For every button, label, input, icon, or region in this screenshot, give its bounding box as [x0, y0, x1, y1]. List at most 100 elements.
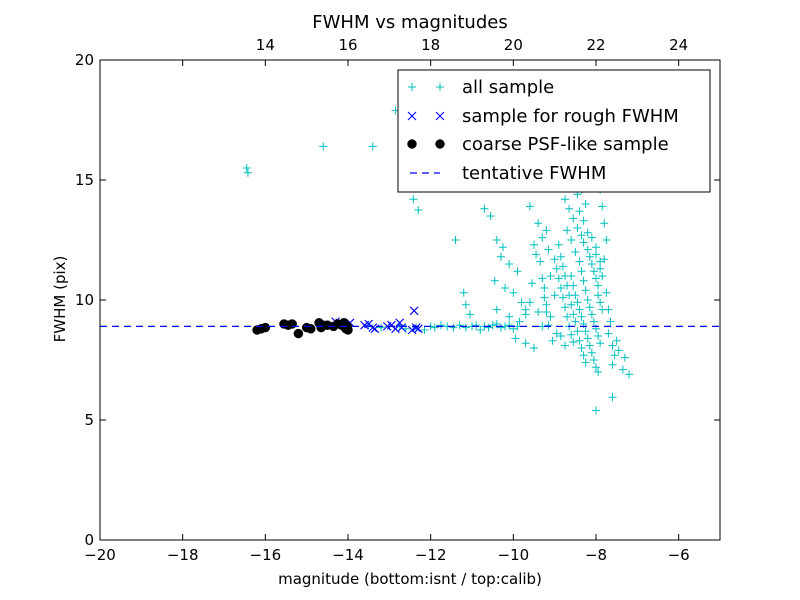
all-sample-point	[577, 344, 586, 352]
all-sample-point	[569, 310, 578, 319]
legend-marker	[435, 139, 445, 149]
all-sample-point	[561, 303, 569, 312]
all-sample-point	[521, 339, 530, 348]
all-sample-point	[550, 255, 559, 264]
all-sample-point	[509, 288, 518, 297]
all-sample-point	[575, 305, 584, 314]
legend-marker	[436, 83, 444, 91]
all-sample-point	[573, 327, 582, 336]
all-sample-point	[243, 168, 252, 177]
all-sample-point	[592, 250, 600, 259]
x-tick-label: −12	[415, 546, 447, 564]
all-sample-point	[579, 238, 588, 247]
all-sample-point	[579, 351, 588, 360]
all-sample-point	[538, 274, 547, 283]
all-sample-point	[592, 363, 600, 372]
all-sample-point	[579, 216, 588, 225]
all-sample-point	[319, 142, 328, 151]
all-sample-point	[596, 339, 605, 348]
all-sample-point	[571, 248, 580, 256]
rough-fwhm-point	[409, 306, 419, 316]
all-sample-point	[492, 236, 501, 244]
all-sample-point	[550, 291, 559, 300]
all-sample-point	[511, 334, 520, 343]
all-sample-point	[583, 334, 592, 343]
top-tick-label: 16	[338, 36, 357, 54]
rough-fwhm-point	[397, 323, 407, 332]
all-sample-point	[552, 329, 561, 338]
data-layer	[100, 99, 720, 415]
all-sample-point	[620, 353, 629, 362]
all-sample-point	[536, 257, 545, 266]
top-tick-label: 18	[421, 36, 440, 54]
all-sample-point	[409, 195, 418, 204]
legend-marker	[408, 83, 416, 91]
all-sample-point	[567, 236, 576, 244]
all-sample-point	[556, 284, 565, 292]
x-tick-label: −18	[167, 546, 199, 564]
all-sample-point	[525, 298, 534, 307]
all-sample-point	[596, 257, 605, 266]
all-sample-point	[585, 341, 594, 350]
all-sample-point	[552, 264, 561, 273]
all-sample-point	[596, 298, 605, 307]
psf-sample-point	[287, 319, 297, 329]
y-tick-label: 15	[75, 171, 94, 189]
all-sample-point	[530, 240, 538, 249]
all-sample-point	[565, 204, 574, 213]
legend-label: all sample	[462, 77, 554, 98]
all-sample-point	[565, 291, 574, 300]
all-sample-point	[476, 326, 485, 334]
all-sample-point	[579, 276, 588, 285]
x-tick-label: −16	[250, 546, 282, 564]
all-sample-point	[414, 206, 423, 214]
rough-fwhm-point	[368, 323, 378, 332]
all-sample-point	[598, 272, 607, 280]
all-sample-point	[242, 164, 251, 172]
psf-sample-point	[306, 324, 316, 334]
all-sample-point	[589, 267, 598, 276]
all-sample-point	[600, 219, 609, 228]
plot-area	[100, 99, 720, 415]
all-sample-point	[544, 245, 553, 254]
rough-fwhm-point	[411, 323, 421, 332]
top-tick-label: 14	[256, 36, 275, 54]
all-sample-point	[455, 321, 464, 330]
all-sample-point	[592, 243, 600, 252]
x-tick-label: −6	[668, 546, 690, 564]
all-sample-point	[558, 262, 567, 271]
all-sample-point	[587, 260, 596, 268]
all-sample-point	[583, 228, 592, 237]
all-sample-point	[618, 365, 627, 374]
all-sample-point	[594, 332, 603, 340]
all-sample-point	[577, 231, 586, 240]
all-sample-point	[499, 243, 507, 252]
all-sample-point	[598, 305, 607, 314]
all-sample-point	[484, 323, 493, 332]
all-sample-point	[561, 272, 569, 280]
all-sample-point	[430, 323, 439, 332]
chart-title: FWHM vs magnitudes	[312, 12, 507, 33]
all-sample-point	[583, 245, 592, 254]
y-tick-label: 0	[84, 531, 94, 549]
all-sample-point	[577, 312, 586, 321]
top-tick-label: 24	[669, 36, 688, 54]
all-sample-point	[587, 233, 596, 242]
all-sample-point	[534, 219, 543, 228]
axes: −20 −18 −16 −14 −12 −10 −8 −6 0 5 10 15 20 14 16 18 20 22…	[75, 36, 721, 564]
all-sample-point	[594, 368, 603, 376]
all-sample-point	[488, 321, 497, 330]
all-sample-point	[513, 267, 522, 276]
all-sample-point	[575, 257, 584, 266]
all-sample-point	[542, 226, 551, 235]
all-sample-point	[517, 298, 526, 307]
all-sample-point	[604, 329, 613, 338]
all-sample-point	[606, 317, 615, 326]
all-sample-point	[420, 326, 429, 334]
all-sample-point	[592, 274, 600, 283]
x-tick-label: −14	[332, 546, 364, 564]
all-sample-point	[608, 341, 617, 350]
all-sample-point	[589, 356, 598, 364]
legend-marker	[407, 139, 417, 149]
all-sample-point	[610, 351, 619, 360]
